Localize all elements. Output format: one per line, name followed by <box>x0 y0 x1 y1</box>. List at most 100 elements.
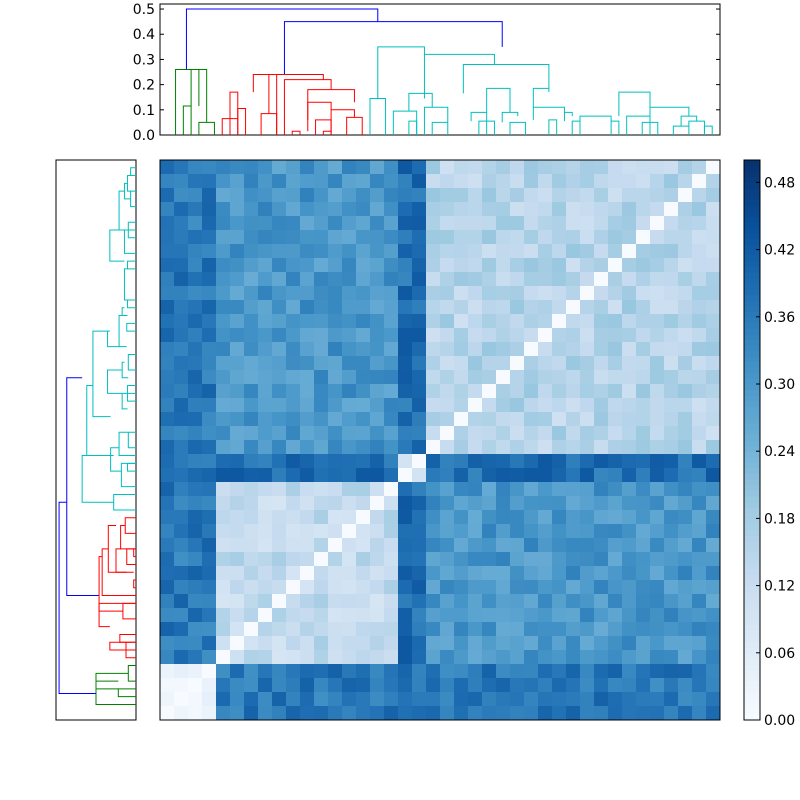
heatmap-cell <box>622 314 637 329</box>
heatmap-cell <box>524 482 539 497</box>
heatmap-cell <box>650 608 665 623</box>
heatmap-cell <box>300 328 315 343</box>
heatmap-cell <box>216 272 231 287</box>
heatmap-cell <box>692 272 707 287</box>
heatmap-cell <box>678 160 693 175</box>
heatmap-cell <box>202 426 217 441</box>
heatmap-cell <box>468 524 483 539</box>
colorbar-segment <box>744 501 760 508</box>
heatmap-cell <box>622 636 637 651</box>
heatmap-cell <box>188 594 203 609</box>
heatmap-cell <box>202 636 217 651</box>
heatmap-cell <box>370 258 385 273</box>
heatmap-cell <box>664 314 679 329</box>
left-red-link-4 <box>98 602 136 628</box>
heatmap-cell <box>510 664 525 679</box>
heatmap-cell <box>398 608 413 623</box>
heatmap-cell <box>566 510 581 525</box>
heatmap-cell <box>552 244 567 259</box>
heatmap-cell <box>636 496 651 511</box>
left-red-link-12 <box>120 525 134 550</box>
heatmap-cell <box>356 314 371 329</box>
heatmap-cell <box>510 384 525 399</box>
heatmap-cell <box>300 188 315 203</box>
colorbar-segment <box>744 652 760 659</box>
heatmap-cell <box>678 496 693 511</box>
heatmap-cell <box>426 412 441 427</box>
heatmap-cell <box>160 580 175 595</box>
heatmap-cell <box>454 468 469 483</box>
heatmap-cell <box>566 412 581 427</box>
heatmap-cell <box>636 580 651 595</box>
heatmap-cell <box>314 258 329 273</box>
heatmap-cell <box>510 216 525 231</box>
heatmap-cell <box>608 286 623 301</box>
heatmap-cell <box>440 356 455 371</box>
colorbar-segment <box>744 462 760 469</box>
heatmap-cell <box>356 356 371 371</box>
top-cyan-link-7 <box>431 121 449 135</box>
heatmap-cell <box>664 678 679 693</box>
left-cyan-link-8 <box>92 330 111 418</box>
heatmap-cell <box>356 230 371 245</box>
colorbar-segment <box>744 557 760 564</box>
heatmap-cell <box>384 286 399 301</box>
heatmap-cell <box>608 692 623 707</box>
heatmap-cell <box>160 608 175 623</box>
heatmap-cell <box>580 622 595 637</box>
top-ytick-label-5: 0.5 <box>133 2 155 18</box>
heatmap-cell <box>538 314 553 329</box>
heatmap-cell <box>566 398 581 413</box>
heatmap-cell <box>552 650 567 665</box>
heatmap-cell <box>706 650 721 665</box>
heatmap-cell <box>482 202 497 217</box>
heatmap-cell <box>538 258 553 273</box>
heatmap-cell <box>636 636 651 651</box>
heatmap-cell <box>300 314 315 329</box>
heatmap-cell <box>342 510 357 525</box>
heatmap-cell <box>188 664 203 679</box>
heatmap-cell <box>608 468 623 483</box>
heatmap-cell <box>482 650 497 665</box>
heatmap-cell <box>412 174 427 189</box>
heatmap-cell <box>636 412 651 427</box>
heatmap-cell <box>636 426 651 441</box>
heatmap-cell <box>510 174 525 189</box>
heatmap-cell <box>398 482 413 497</box>
heatmap-cell <box>482 244 497 259</box>
heatmap-cell <box>328 580 343 595</box>
heatmap-cell <box>622 608 637 623</box>
heatmap-cell <box>356 468 371 483</box>
heatmap-cell <box>384 580 399 595</box>
heatmap-cell <box>258 272 273 287</box>
heatmap-cell <box>188 482 203 497</box>
heatmap-cell <box>272 636 287 651</box>
heatmap-cell <box>258 370 273 385</box>
heatmap-cell <box>314 636 329 651</box>
heatmap-cell <box>216 314 231 329</box>
heatmap-cell <box>398 552 413 567</box>
heatmap-cell <box>552 258 567 273</box>
heatmap-cell <box>216 258 231 273</box>
heatmap-cell <box>510 426 525 441</box>
heatmap-cell <box>454 566 469 581</box>
heatmap-cell <box>454 328 469 343</box>
heatmap-cell <box>230 496 245 511</box>
heatmap-cell <box>482 552 497 567</box>
heatmap-cell <box>188 258 203 273</box>
heatmap-cell <box>454 188 469 203</box>
heatmap-cell <box>454 482 469 497</box>
heatmap-cell <box>356 440 371 455</box>
heatmap-cell <box>524 258 539 273</box>
heatmap-cell <box>426 692 441 707</box>
heatmap-cell <box>314 692 329 707</box>
heatmap-cell <box>398 412 413 427</box>
left-dendrogram <box>55 159 137 721</box>
heatmap-cell <box>496 468 511 483</box>
heatmap-cell <box>664 370 679 385</box>
heatmap-cell <box>342 496 357 511</box>
heatmap-cell <box>160 468 175 483</box>
heatmap-cell <box>650 510 665 525</box>
top-cyan-link-1 <box>377 46 425 99</box>
heatmap-cell <box>174 678 189 693</box>
